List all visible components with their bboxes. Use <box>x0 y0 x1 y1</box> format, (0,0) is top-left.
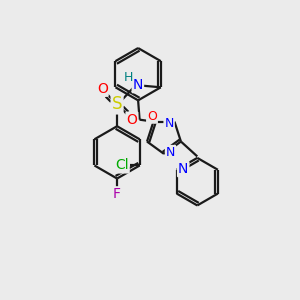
Text: S: S <box>112 95 122 113</box>
Text: O: O <box>147 110 157 123</box>
Text: N: N <box>178 162 188 176</box>
Text: O: O <box>97 82 108 96</box>
Text: F: F <box>113 187 121 201</box>
Text: N: N <box>166 146 175 159</box>
Text: N: N <box>164 118 174 130</box>
Text: O: O <box>127 113 137 127</box>
Text: N: N <box>133 78 143 92</box>
Text: Cl: Cl <box>115 158 129 172</box>
Text: H: H <box>123 71 133 84</box>
